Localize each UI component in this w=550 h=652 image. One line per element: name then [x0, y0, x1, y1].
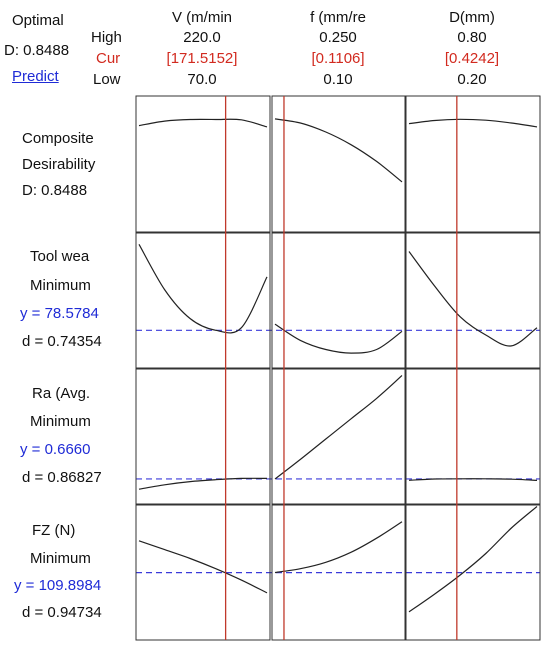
fz-f-curve	[274, 521, 403, 574]
toolwear-d: d = 0.74354	[22, 333, 102, 350]
factor-low-d: 0.20	[457, 71, 487, 88]
optimal-label: Optimal	[12, 12, 64, 29]
fz-v-panel	[135, 504, 271, 641]
factor-high-v: 220.0	[183, 29, 221, 46]
ra-d-panel	[405, 368, 541, 505]
ra-f-curve	[274, 375, 403, 480]
fz-title: FZ (N)	[32, 522, 76, 539]
composite-d-panel	[405, 95, 541, 233]
fz-d-curve	[408, 506, 538, 613]
cur-row-label: Cur	[96, 50, 121, 67]
high-row-label: High	[91, 29, 122, 46]
factor-name-d: D(mm)	[449, 9, 495, 26]
composite-title: Composite	[22, 130, 94, 147]
ra-y: y = 0.6660	[20, 441, 91, 458]
toolwear-goal: Minimum	[30, 277, 91, 294]
fz-d-panel	[405, 504, 541, 641]
composite-f-curve	[274, 118, 403, 183]
fz-y: y = 109.8984	[14, 577, 102, 594]
factor-name-f: f (mm/re	[310, 9, 366, 26]
factor-low-f: 0.10	[323, 71, 353, 88]
predict-link[interactable]: Predict	[12, 68, 59, 85]
fz-d: d = 0.94734	[22, 604, 102, 621]
composite-d-curve	[408, 118, 538, 128]
toolwear-d-panel	[405, 232, 541, 369]
fz-v-curve	[138, 540, 268, 594]
ra-d-curve	[408, 478, 538, 481]
factor-cur-d: [0.4242]	[444, 50, 500, 67]
composite-subtitle: Desirability	[22, 156, 96, 173]
ra-v-curve	[138, 477, 268, 490]
composite-d: D: 0.8488	[22, 182, 88, 199]
low-row-label: Low	[93, 71, 121, 88]
toolwear-y: y = 78.5784	[20, 305, 99, 322]
ra-title: Ra (Avg.	[32, 385, 91, 402]
composite-f-panel	[271, 95, 406, 233]
ra-f-panel	[271, 368, 406, 505]
ra-goal: Minimum	[30, 413, 91, 430]
factor-low-v: 70.0	[187, 71, 217, 88]
toolwear-v-panel	[135, 232, 271, 369]
factor-high-d: 0.80	[457, 29, 487, 46]
overall-desirability: D: 0.8488	[4, 42, 70, 59]
factor-name-v: V (m/min	[172, 9, 232, 26]
toolwear-f-panel	[271, 232, 406, 369]
fz-goal: Minimum	[30, 550, 91, 567]
fz-f-panel	[271, 504, 406, 641]
composite-v-curve	[138, 118, 268, 128]
factor-cur-v: [171.5152]	[166, 50, 238, 67]
ra-d: d = 0.86827	[22, 469, 102, 486]
toolwear-v-curve	[138, 244, 268, 334]
ra-v-panel	[135, 368, 271, 505]
factor-high-f: 0.250	[319, 29, 357, 46]
toolwear-d-curve	[408, 251, 538, 347]
toolwear-title: Tool wea	[30, 248, 90, 265]
toolwear-f-curve	[274, 323, 403, 354]
composite-v-panel	[135, 95, 271, 233]
factor-cur-f: [0.1106]	[311, 50, 365, 67]
